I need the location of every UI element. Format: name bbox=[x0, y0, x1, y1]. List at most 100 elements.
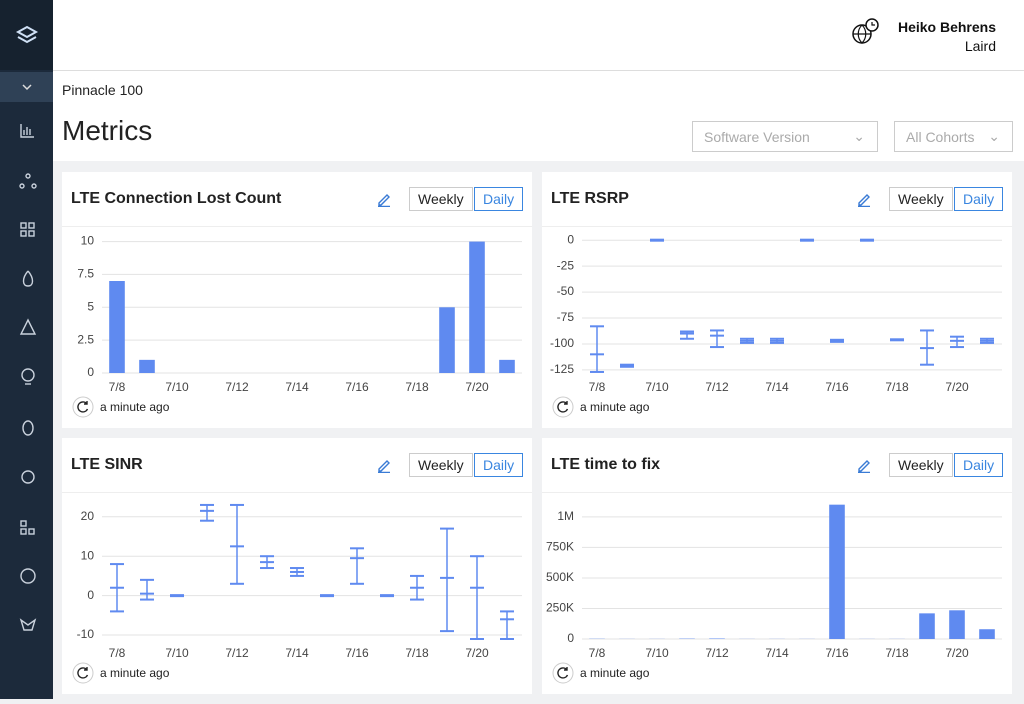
bar bbox=[439, 307, 455, 373]
dropdown-label: Software Version bbox=[704, 129, 810, 145]
x-tick-label: 7/18 bbox=[885, 380, 909, 394]
dropdown[interactable]: All Cohorts⌄ bbox=[894, 121, 1013, 152]
y-tick-label: -100 bbox=[550, 336, 574, 350]
x-tick-label: 7/14 bbox=[765, 380, 789, 394]
toggle-weekly[interactable]: Weekly bbox=[409, 187, 473, 211]
x-tick-label: 7/16 bbox=[345, 646, 369, 660]
bar bbox=[919, 613, 935, 639]
sidebar bbox=[0, 0, 53, 699]
box-mid bbox=[650, 239, 664, 242]
dropdown[interactable]: Software Version ⌄ bbox=[692, 121, 878, 152]
bar bbox=[829, 505, 845, 639]
bar bbox=[139, 360, 155, 373]
y-tick-label: -50 bbox=[557, 284, 575, 298]
y-tick-label: 5 bbox=[87, 299, 94, 313]
pencil bbox=[858, 461, 870, 473]
x-tick-label: 7/20 bbox=[945, 646, 969, 660]
toggle-weekly[interactable]: Weekly bbox=[889, 453, 953, 477]
refresh-icon[interactable] bbox=[552, 662, 574, 684]
y-tick-label: 0 bbox=[87, 588, 94, 602]
y-tick-label: 10 bbox=[81, 548, 95, 562]
x-tick-label: 7/8 bbox=[589, 646, 606, 660]
x-tick-label: 7/18 bbox=[885, 646, 909, 660]
updated-text: a minute ago bbox=[100, 666, 169, 680]
edit-icon[interactable] bbox=[376, 457, 392, 473]
collapse[interactable] bbox=[0, 72, 53, 102]
y-tick-label: 0 bbox=[567, 631, 574, 645]
toggle-weekly[interactable]: Weekly bbox=[889, 187, 953, 211]
updated-text: a minute ago bbox=[100, 400, 169, 414]
x-tick-label: 7/10 bbox=[645, 646, 669, 660]
x-tick-label: 7/20 bbox=[465, 380, 489, 394]
edit-icon[interactable] bbox=[856, 457, 872, 473]
box-mid bbox=[890, 338, 904, 341]
dropdown-label: All Cohorts bbox=[906, 129, 974, 145]
toggle-daily[interactable]: Daily bbox=[954, 453, 1003, 477]
toggle-weekly[interactable]: Weekly bbox=[409, 453, 473, 477]
bar bbox=[469, 242, 485, 373]
x-tick-label: 7/10 bbox=[165, 646, 189, 660]
pencil bbox=[378, 195, 390, 207]
user-icon bbox=[849, 16, 883, 48]
pencil bbox=[858, 195, 870, 207]
y-tick-label: -125 bbox=[550, 362, 574, 376]
x-tick-label: 7/12 bbox=[225, 646, 249, 660]
box-mid bbox=[860, 239, 874, 242]
toggle-daily[interactable]: Daily bbox=[474, 187, 523, 211]
bar bbox=[949, 610, 965, 639]
x-tick-label: 7/14 bbox=[765, 646, 789, 660]
edit-icon[interactable] bbox=[376, 191, 392, 207]
x-tick-label: 7/10 bbox=[165, 380, 189, 394]
x-tick-label: 7/14 bbox=[285, 646, 309, 660]
refresh-ring bbox=[553, 397, 573, 417]
updated-text: a minute ago bbox=[580, 400, 649, 414]
box-mid bbox=[380, 594, 394, 597]
refresh-icon[interactable] bbox=[552, 396, 574, 418]
y-tick-label: 7.5 bbox=[77, 267, 94, 281]
nav-icons[interactable] bbox=[20, 124, 36, 630]
toggle-daily[interactable]: Daily bbox=[954, 187, 1003, 211]
y-tick-label: 0 bbox=[87, 365, 94, 379]
breadcrumb[interactable]: Pinnacle 100 bbox=[62, 82, 143, 98]
y-tick-label: 750K bbox=[546, 540, 574, 554]
top-bar: Heiko Behrens Laird bbox=[53, 0, 1024, 71]
page-header: Pinnacle 100 Metrics Software Version⌄ A… bbox=[53, 71, 1024, 161]
caret: ⌄ bbox=[853, 121, 865, 152]
x-tick-label: 7/16 bbox=[345, 380, 369, 394]
x-tick-label: 7/8 bbox=[109, 380, 126, 394]
refresh-icon[interactable] bbox=[72, 396, 94, 418]
refresh-ring bbox=[73, 397, 93, 417]
x-tick-label: 7/12 bbox=[705, 646, 729, 660]
y-tick-label: -75 bbox=[557, 310, 575, 324]
panel-title: LTE SINR bbox=[71, 456, 143, 474]
y-tick-label: 2.5 bbox=[77, 332, 94, 346]
updated-text: a minute ago bbox=[580, 666, 649, 680]
toggle-daily[interactable]: Daily bbox=[474, 453, 523, 477]
logo-bg bbox=[0, 0, 53, 70]
edit-icon[interactable] bbox=[856, 191, 872, 207]
x-tick-label: 7/14 bbox=[285, 380, 309, 394]
x-tick-label: 7/8 bbox=[109, 646, 126, 660]
box-mid bbox=[170, 594, 184, 597]
sidebar-icons bbox=[0, 0, 53, 699]
user-name[interactable]: Heiko Behrens bbox=[898, 19, 996, 35]
box-mid bbox=[800, 239, 814, 242]
x-tick-label: 7/18 bbox=[405, 646, 429, 660]
x-tick-label: 7/12 bbox=[705, 380, 729, 394]
org-name: Laird bbox=[965, 38, 996, 54]
x-tick-label: 7/16 bbox=[825, 380, 849, 394]
y-tick-label: 1M bbox=[557, 509, 574, 523]
y-tick-label: 20 bbox=[81, 509, 95, 523]
refresh-icon[interactable] bbox=[72, 662, 94, 684]
x-tick-label: 7/12 bbox=[225, 380, 249, 394]
x-tick-label: 7/18 bbox=[405, 380, 429, 394]
x-tick-label: 7/20 bbox=[945, 380, 969, 394]
pencil bbox=[378, 461, 390, 473]
